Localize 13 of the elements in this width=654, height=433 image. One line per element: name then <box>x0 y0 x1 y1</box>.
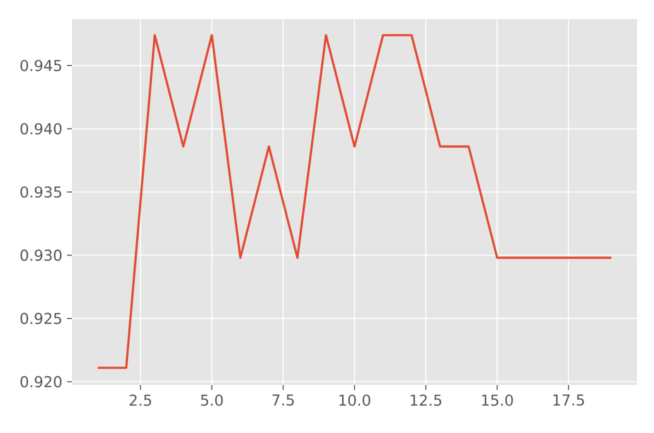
x-tick-label: 12.5 <box>410 394 442 406</box>
x-tick-label: 15.0 <box>482 394 513 406</box>
y-tick-label: 0.930 <box>20 250 62 261</box>
y-tick-label: 0.920 <box>20 376 62 388</box>
y-tick-label: 0.925 <box>20 312 62 324</box>
x-tick-label: 17.5 <box>553 394 584 406</box>
y-tick-label: 0.940 <box>20 123 62 134</box>
x-tick-label: 7.5 <box>272 394 294 406</box>
x-tick-label: 5.0 <box>201 394 223 406</box>
y-tick-label: 0.945 <box>20 60 62 72</box>
y-tick-label: 0.935 <box>20 186 62 198</box>
x-tick-label: 2.5 <box>130 394 152 406</box>
x-tick-label: 10.0 <box>339 394 370 406</box>
